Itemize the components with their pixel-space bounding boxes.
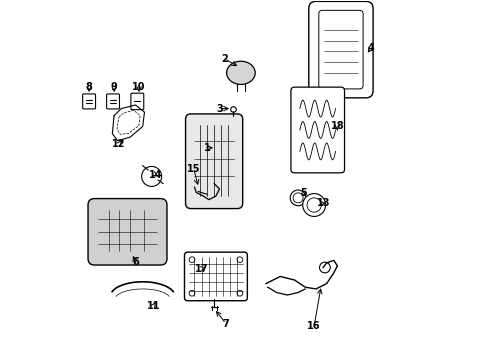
Text: 5: 5 bbox=[300, 188, 306, 198]
Text: 1: 1 bbox=[203, 143, 210, 153]
Text: 6: 6 bbox=[132, 257, 139, 267]
Text: 18: 18 bbox=[330, 121, 344, 131]
FancyBboxPatch shape bbox=[318, 10, 363, 89]
Text: 16: 16 bbox=[307, 321, 320, 331]
Ellipse shape bbox=[226, 61, 255, 85]
FancyBboxPatch shape bbox=[184, 252, 247, 301]
FancyBboxPatch shape bbox=[131, 93, 143, 110]
Circle shape bbox=[189, 257, 194, 262]
Text: 3: 3 bbox=[216, 104, 223, 113]
FancyBboxPatch shape bbox=[308, 1, 372, 98]
Circle shape bbox=[290, 190, 305, 206]
FancyBboxPatch shape bbox=[106, 94, 119, 109]
Circle shape bbox=[302, 194, 325, 216]
Circle shape bbox=[319, 262, 329, 273]
Text: 17: 17 bbox=[195, 264, 208, 274]
Text: 4: 4 bbox=[367, 43, 374, 53]
Circle shape bbox=[306, 198, 321, 212]
FancyBboxPatch shape bbox=[88, 199, 166, 265]
Text: 2: 2 bbox=[220, 54, 227, 64]
Text: 11: 11 bbox=[146, 301, 160, 311]
Circle shape bbox=[292, 193, 303, 203]
Circle shape bbox=[189, 291, 194, 296]
Text: 8: 8 bbox=[85, 82, 92, 92]
Text: 13: 13 bbox=[316, 198, 330, 208]
Circle shape bbox=[237, 291, 242, 296]
FancyBboxPatch shape bbox=[82, 94, 95, 109]
Text: 9: 9 bbox=[110, 82, 117, 92]
Text: 15: 15 bbox=[186, 164, 200, 174]
FancyBboxPatch shape bbox=[290, 87, 344, 173]
Text: 10: 10 bbox=[132, 82, 145, 92]
Text: 14: 14 bbox=[148, 170, 162, 180]
Text: 12: 12 bbox=[112, 139, 125, 149]
Circle shape bbox=[237, 257, 242, 262]
FancyBboxPatch shape bbox=[185, 114, 242, 208]
Circle shape bbox=[142, 166, 162, 186]
Text: 7: 7 bbox=[222, 319, 229, 329]
